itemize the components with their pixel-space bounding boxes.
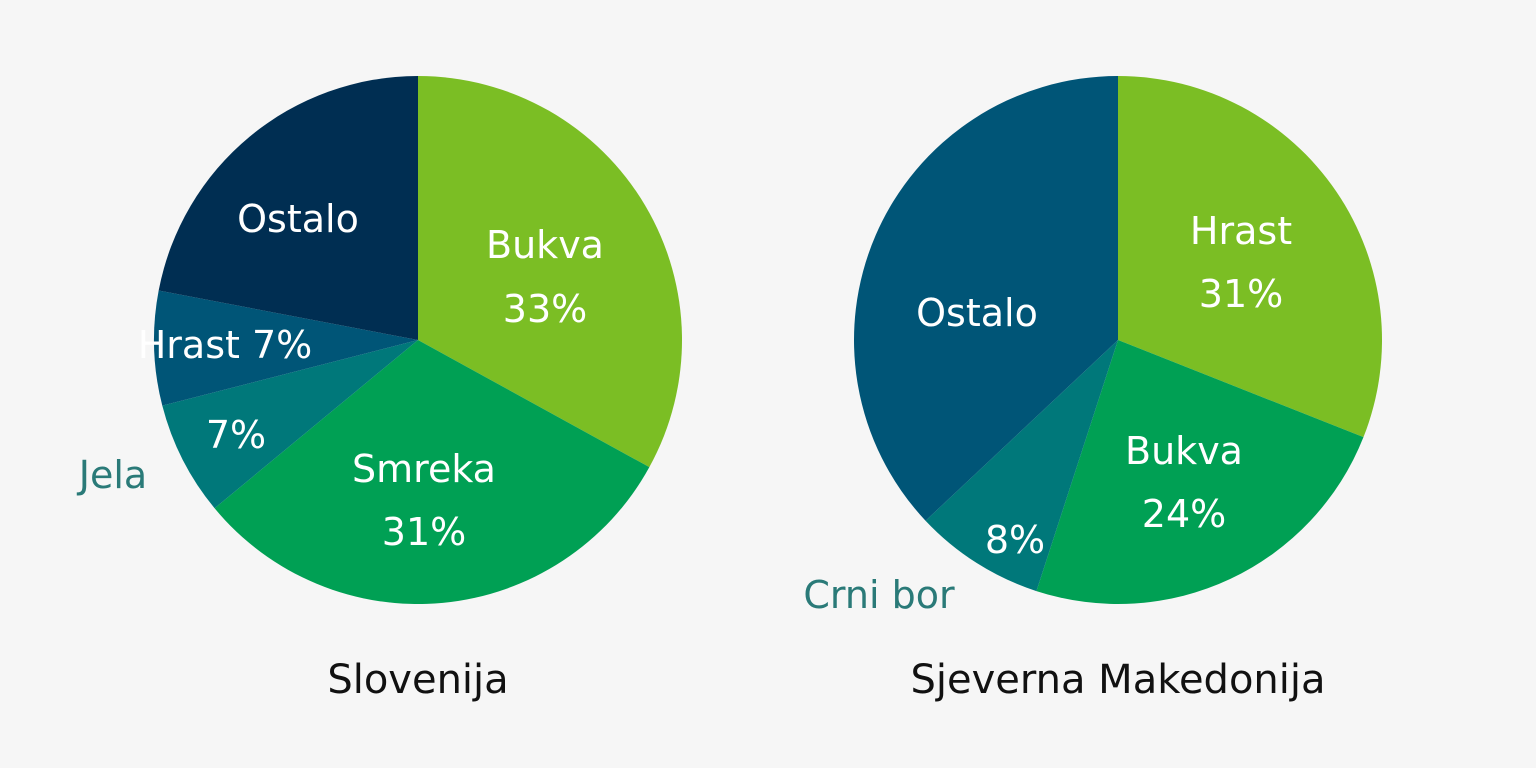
pie-slice-hrast [1118,76,1382,438]
slice-value-hrast: 31% [1199,272,1283,316]
pie-chart-slovenija: Bukva 33% Smreka 31% Jela 7% Hrast 7% Ostalo Slo… [77,76,682,703]
slice-name-ostalo: Ostalo [916,291,1038,335]
pie-slice-bukva [1036,340,1364,604]
slice-value-smreka: 31% [382,510,466,554]
pie-slice-bukva [418,76,682,468]
slice-value-jela: 7% [206,413,266,457]
pie-chart-sjeverna-makedonija: Hrast 31% Bukva 24% Crni bor 8% Ostalo Sjeverna… [803,76,1382,703]
slice-name-hrast: Hrast [1190,209,1292,253]
pie-slice-ostalo [158,76,419,340]
pie-slice-crni-bor [925,340,1118,592]
pie-slice-hrast [154,290,418,406]
pie-slice-jela [162,340,418,509]
slice-value-bukva: 33% [503,287,587,331]
slice-name-ostalo: Ostalo [237,197,359,241]
slice-name-crni-bor: Crni bor [803,573,955,617]
slice-value-bukva: 24% [1142,492,1226,536]
slice-name-smreka: Smreka [352,447,496,491]
chart-title-sjeverna-makedonija: Sjeverna Makedonija [910,657,1325,703]
pie-slice-smreka [214,340,650,604]
slice-name-bukva: Bukva [1125,429,1243,473]
chart-title-slovenija: Slovenija [327,657,508,703]
slice-label-hrast: Hrast 7% [138,323,313,367]
slice-name-bukva: Bukva [486,223,604,267]
pie-slice-ostalo [853,76,1118,521]
slice-name-jela: Jela [77,453,147,497]
slice-value-crni-bor: 8% [985,518,1045,562]
